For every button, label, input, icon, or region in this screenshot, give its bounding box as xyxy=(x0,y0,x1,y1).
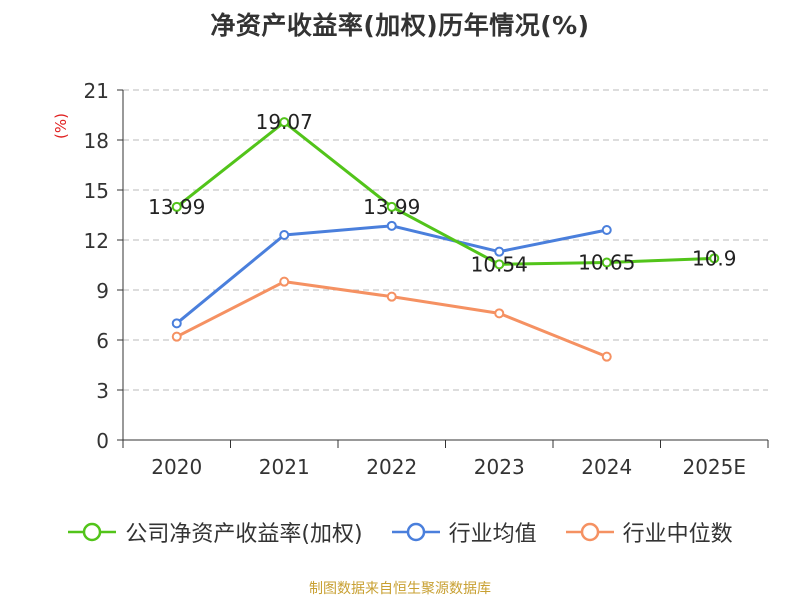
source-note: 制图数据来自恒生聚源数据库 xyxy=(309,581,491,597)
data-labels: 13.99 19.07 13.99 10.54 10.65 10.9 xyxy=(148,110,736,276)
legend-marker-icon xyxy=(391,522,440,542)
series-line xyxy=(175,120,716,266)
y-tick-label: 0 xyxy=(96,429,109,453)
series-lines xyxy=(171,117,720,362)
legend-item[interactable]: 行业中位数 xyxy=(565,516,733,548)
data-label: 13.99 xyxy=(363,195,420,219)
data-point xyxy=(601,225,612,235)
legend-label: 行业均值 xyxy=(448,522,537,547)
data-label: 10.54 xyxy=(471,252,528,276)
x-tick-label: 2024 xyxy=(581,455,632,479)
legend-label: 公司净资产收益率(加权) xyxy=(125,522,363,547)
data-point xyxy=(279,117,290,128)
data-point xyxy=(386,220,397,231)
data-label: 10.9 xyxy=(692,246,737,270)
y-tick-label: 12 xyxy=(84,229,109,253)
data-point xyxy=(494,259,505,270)
axes: 0 3 6 9 12 15 18 21 2020 2021 2022 2023 2024 2025E xyxy=(84,79,769,479)
y-tick-label: 3 xyxy=(96,379,109,403)
data-label: 19.07 xyxy=(256,110,313,134)
data-point xyxy=(279,230,290,240)
y-tick-label: 15 xyxy=(84,179,109,203)
legend-item[interactable]: 行业均值 xyxy=(391,516,537,548)
data-point xyxy=(494,246,505,257)
data-point xyxy=(386,291,397,302)
x-tick-label: 2021 xyxy=(259,455,310,479)
legend-marker-icon xyxy=(565,522,614,542)
x-tick-label: 2020 xyxy=(151,455,202,479)
chart-title: 净资产收益率(加权)历年情况(%) xyxy=(210,11,590,40)
x-tick-label: 2023 xyxy=(474,455,525,479)
legend-item[interactable]: 公司净资产收益率(加权) xyxy=(67,516,363,548)
series-line xyxy=(175,224,609,325)
x-tick-label: 2025E xyxy=(682,455,746,479)
legend-marker-icon xyxy=(68,522,117,542)
data-point xyxy=(279,276,290,287)
y-tick-label: 9 xyxy=(96,279,109,303)
y-axis-label: (%) xyxy=(52,113,70,139)
data-point xyxy=(171,331,182,342)
data-point xyxy=(494,308,505,319)
x-tick-label: 2022 xyxy=(366,455,417,479)
data-point xyxy=(171,318,182,329)
data-point xyxy=(601,351,612,362)
data-point xyxy=(601,257,612,268)
data-label: 13.99 xyxy=(148,195,205,219)
data-point xyxy=(171,201,182,212)
data-point xyxy=(386,201,397,212)
y-tick-label: 21 xyxy=(84,79,109,103)
legend-label: 行业中位数 xyxy=(622,522,733,547)
data-point xyxy=(709,253,720,264)
y-tick-label: 18 xyxy=(84,129,109,153)
legend: 公司净资产收益率(加权) 行业均值 行业中位数 xyxy=(0,516,800,548)
data-label: 10.65 xyxy=(578,251,635,275)
y-tick-label: 6 xyxy=(96,329,109,353)
